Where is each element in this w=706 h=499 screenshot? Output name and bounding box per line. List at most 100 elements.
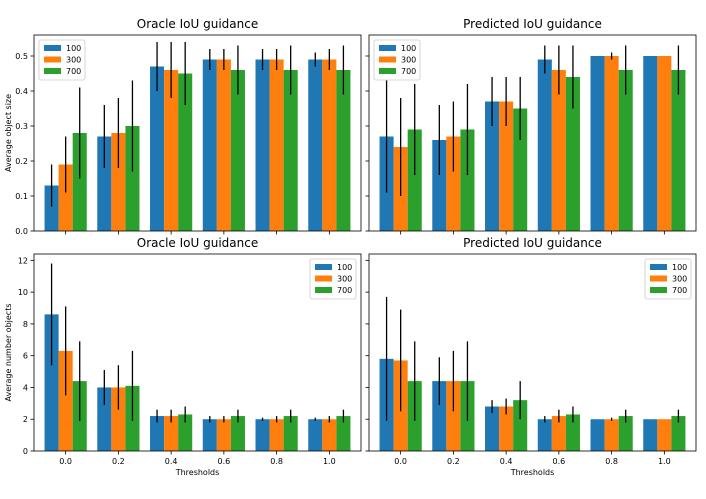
legend-label-300: 300: [401, 56, 416, 65]
chart-panel-3: Oracle IoU guidance 0 2 4 6 8 10 12 0.0 0.2 0.4 0.6…: [4, 236, 362, 477]
legend: 100 300 700: [373, 39, 421, 81]
bar-700-0.8: [283, 70, 298, 231]
chart-title: Predicted IoU guidance: [463, 236, 602, 250]
legend-label-700: 700: [337, 286, 352, 295]
bar-300-0.0: [58, 164, 73, 231]
bar-700-0.6: [565, 414, 580, 451]
chart-title: Oracle IoU guidance: [137, 17, 258, 31]
y-tick-label: 0.0: [15, 227, 28, 236]
bar-300-0.0: [58, 350, 73, 451]
bar-100-0.0: [44, 314, 59, 451]
legend-swatch-700: [379, 68, 396, 74]
bar-100-0.4: [150, 66, 165, 231]
bar-100-1.0: [643, 56, 658, 231]
legend-label-700: 700: [401, 67, 416, 76]
x-tick-label: 0.4: [165, 457, 178, 466]
legend-label-300: 300: [672, 275, 687, 284]
legend-label-300: 300: [337, 275, 352, 284]
legend-label-300: 300: [66, 56, 81, 65]
bar-300-0.6: [216, 59, 231, 231]
y-tick-label: 0.3: [15, 122, 28, 131]
bar-300-0.4: [499, 101, 514, 231]
bar-700-1.0: [671, 416, 686, 451]
bar-700-0.2: [460, 129, 475, 231]
bar-100-0.4: [150, 416, 165, 451]
bar-700-0.8: [618, 70, 633, 231]
axes-frame: [368, 34, 697, 232]
bar-300-0.8: [604, 419, 619, 451]
bar-100-1.0: [643, 419, 658, 451]
legend-label-100: 100: [66, 44, 81, 53]
y-tick-label: 0.1: [15, 192, 28, 201]
bar-100-0.8: [590, 419, 605, 451]
x-tick-label: 0.0: [394, 457, 407, 466]
bar-300-0.2: [446, 136, 461, 231]
bar-100-0.6: [202, 59, 217, 231]
bar-300-0.6: [551, 70, 566, 231]
bar-700-0.4: [513, 108, 528, 231]
legend-swatch-300: [315, 275, 332, 282]
bar-700-0.4: [178, 73, 193, 231]
legend-swatch-100: [44, 45, 61, 51]
bar-700-0.6: [230, 416, 245, 451]
bar-700-0.6: [565, 77, 580, 231]
y-axis-label: Average number objects: [4, 304, 13, 402]
y-tick-label: 0.2: [15, 157, 28, 166]
bar-100-0.6: [537, 59, 552, 231]
x-tick-label: 0.0: [59, 457, 72, 466]
bar-100-0.8: [255, 59, 270, 231]
legend-swatch-300: [650, 275, 667, 282]
chart-panel-1: Oracle IoU guidance 0.0 0.1 0.2 0.3 0.4 0.5 Ave…: [4, 17, 362, 236]
chart-title: Oracle IoU guidance: [137, 236, 258, 250]
y-axis-label: Average object size: [4, 94, 13, 172]
y-tick-label: 2: [23, 415, 28, 424]
bar-100-0.0: [44, 185, 59, 231]
legend-swatch-700: [650, 287, 667, 293]
bar-700-0.0: [72, 133, 87, 231]
legend-label-100: 100: [337, 263, 352, 272]
bar-300-1.0: [322, 419, 337, 451]
bar-700-0.8: [618, 416, 633, 451]
legend-label-100: 100: [401, 44, 416, 53]
bar-700-1.0: [336, 70, 351, 231]
axes-frame: [33, 34, 362, 232]
x-tick-label: 1.0: [658, 457, 671, 466]
bar-100-0.2: [432, 140, 447, 231]
bar-100-0.2: [432, 381, 447, 451]
x-tick-label: 0.8: [605, 457, 618, 466]
x-tick-label: 0.8: [270, 457, 283, 466]
bar-100-0.2: [97, 387, 112, 451]
bar-300-0.4: [164, 70, 179, 231]
bar-700-1.0: [671, 70, 686, 231]
legend-label-100: 100: [672, 263, 687, 272]
legend-swatch-100: [650, 264, 667, 270]
bar-300-0.8: [269, 419, 284, 451]
legend-swatch-100: [315, 264, 332, 270]
legend-label-700: 700: [66, 67, 81, 76]
bar-700-0.4: [178, 414, 193, 451]
legend-swatch-700: [44, 68, 61, 74]
y-tick-label: 0: [23, 447, 28, 456]
bar-100-0.6: [202, 419, 217, 451]
bar-700-0.8: [283, 416, 298, 451]
bar-300-0.4: [499, 406, 514, 451]
bar-100-0.2: [97, 136, 112, 231]
x-tick-label: 0.4: [500, 457, 513, 466]
bar-300-0.6: [551, 416, 566, 451]
bar-300-1.0: [322, 59, 337, 231]
bar-700-0.4: [513, 400, 528, 451]
bar-300-0.2: [446, 381, 461, 451]
legend: 100 300 700: [38, 39, 86, 81]
chart-title: Predicted IoU guidance: [463, 17, 602, 31]
x-tick-label: 0.2: [112, 457, 125, 466]
bar-300-0.8: [604, 56, 619, 231]
x-tick-label: 0.6: [218, 457, 231, 466]
chart-panel-2: Predicted IoU guidance 100 300 700: [365, 17, 697, 235]
bar-100-1.0: [308, 419, 323, 451]
legend-swatch-300: [379, 56, 396, 63]
legend-swatch-700: [315, 287, 332, 293]
x-axis-label: Thresholds: [510, 468, 555, 477]
legend: 100 300 700: [309, 258, 357, 300]
bar-100-0.8: [255, 419, 270, 451]
